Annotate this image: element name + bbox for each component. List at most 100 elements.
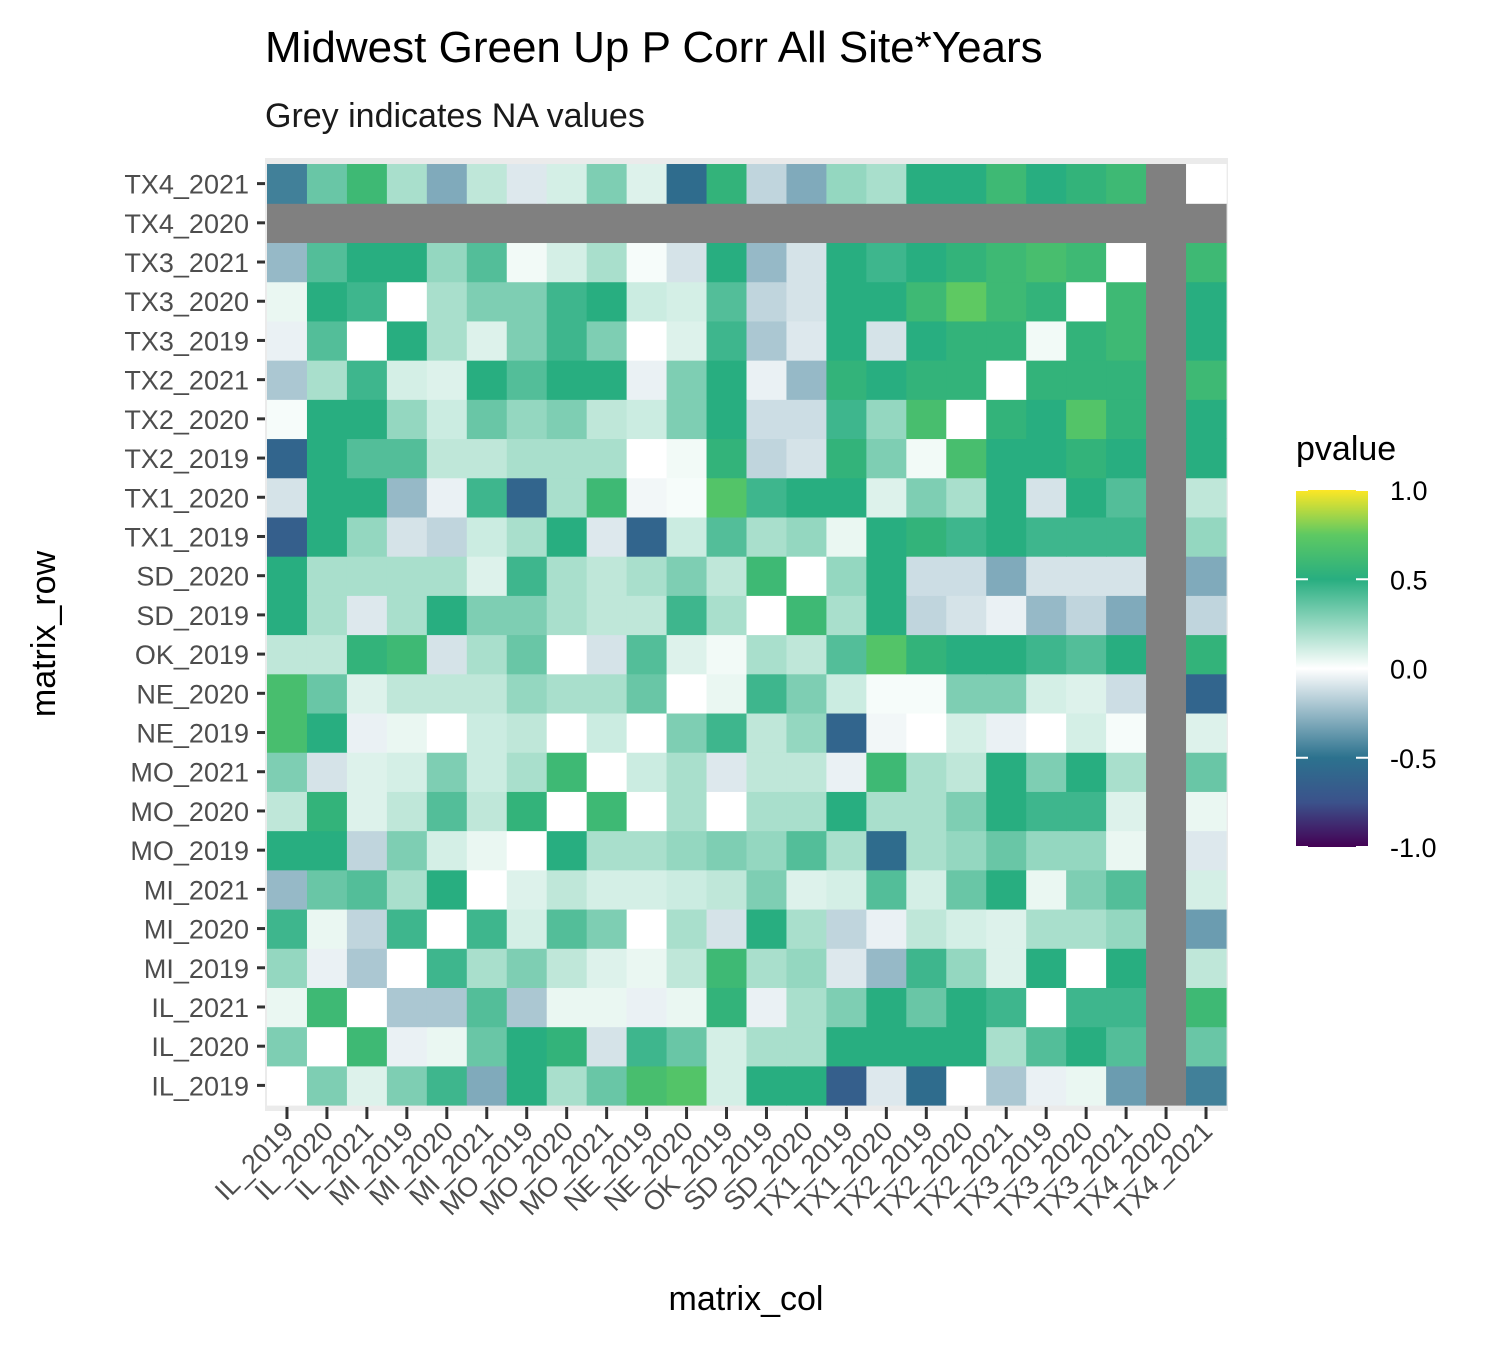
heatmap-cell-IL_2020-TX2_2021 bbox=[986, 1026, 1027, 1067]
heatmap-cell-TX4_2020-TX4_2021 bbox=[1186, 203, 1227, 244]
heatmap-cell-TX2_2019-IL_2019 bbox=[267, 438, 308, 479]
heatmap-cell-MO_2019-NE_2019 bbox=[626, 830, 668, 871]
heatmap-cell-NE_2020-OK_2019 bbox=[706, 673, 748, 714]
heatmap-cell-MO_2021-OK_2019 bbox=[706, 752, 748, 792]
heatmap-cell-IL_2019-TX2_2021 bbox=[986, 1065, 1027, 1106]
heatmap-cell-TX4_2021-TX2_2021 bbox=[986, 164, 1027, 204]
heatmap-cell-NE_2019-SD_2020 bbox=[786, 712, 828, 753]
heatmap-cell-SD_2019-TX1_2019 bbox=[826, 595, 867, 636]
heatmap-cell-MO_2021-MO_2020 bbox=[546, 752, 588, 792]
heatmap-cell-SD_2020-TX4_2020 bbox=[1146, 556, 1187, 596]
chart-title: Midwest Green Up P Corr All Site*Years bbox=[265, 23, 1043, 72]
heatmap-cell-OK_2019-MO_2019 bbox=[506, 634, 548, 675]
heatmap-cell-MO_2019-TX3_2020 bbox=[1066, 830, 1107, 871]
heatmap-cell-TX3_2019-MO_2020 bbox=[546, 320, 588, 361]
heatmap-cell-MO_2019-NE_2020 bbox=[666, 830, 708, 871]
heatmap-cell-TX3_2020-TX1_2019 bbox=[826, 281, 867, 322]
heatmap-cell-TX3_2019-TX4_2020 bbox=[1146, 320, 1187, 361]
heatmap-cell-TX1_2020-SD_2019 bbox=[746, 477, 788, 518]
heatmap-cell-OK_2019-TX4_2021 bbox=[1186, 634, 1227, 675]
heatmap-cell-MI_2021-MI_2021 bbox=[466, 869, 508, 910]
heatmap-cell-TX2_2020-SD_2020 bbox=[786, 399, 828, 440]
heatmap-cell-TX2_2019-TX3_2020 bbox=[1066, 438, 1107, 479]
heatmap-cell-IL_2020-MI_2021 bbox=[466, 1026, 508, 1067]
heatmap-cell-TX3_2021-IL_2021 bbox=[346, 242, 388, 283]
heatmap-cell-MO_2019-MO_2020 bbox=[546, 830, 588, 871]
heatmap-cell-TX1_2019-TX1_2020 bbox=[866, 516, 907, 557]
heatmap-cell-TX1_2019-IL_2019 bbox=[267, 516, 308, 557]
y-tick-label: TX4_2021 bbox=[124, 170, 249, 200]
heatmap-cell-TX3_2020-IL_2020 bbox=[306, 281, 348, 322]
heatmap-cell-IL_2019-MI_2019 bbox=[386, 1065, 428, 1106]
heatmap-cell-TX2_2019-MI_2020 bbox=[426, 438, 468, 479]
heatmap-cell-MO_2020-TX1_2019 bbox=[826, 791, 867, 832]
heatmap-cell-TX1_2019-TX4_2020 bbox=[1146, 516, 1187, 557]
heatmap-cell-NE_2019-MO_2021 bbox=[586, 712, 628, 753]
heatmap-cell-TX1_2020-TX2_2020 bbox=[946, 477, 987, 518]
heatmap-cell-OK_2019-IL_2019 bbox=[267, 634, 308, 675]
heatmap-cell-TX1_2019-MI_2020 bbox=[426, 516, 468, 557]
heatmap-cell-MI_2020-MI_2021 bbox=[466, 908, 508, 949]
heatmap-cell-MI_2020-TX1_2019 bbox=[826, 908, 867, 949]
heatmap-cell-MO_2019-MI_2020 bbox=[426, 830, 468, 871]
heatmap-cell-TX4_2020-TX1_2019 bbox=[826, 203, 867, 244]
heatmap-cell-TX4_2021-IL_2021 bbox=[346, 164, 388, 204]
heatmap-cell-TX4_2020-TX3_2021 bbox=[1106, 203, 1147, 244]
heatmap-cell-NE_2020-IL_2019 bbox=[267, 673, 308, 714]
heatmap-cell-MI_2021-MO_2020 bbox=[546, 869, 588, 910]
heatmap-cell-NE_2019-IL_2020 bbox=[306, 712, 348, 753]
heatmap-cell-NE_2019-OK_2019 bbox=[706, 712, 748, 753]
heatmap-cell-NE_2020-MO_2021 bbox=[586, 673, 628, 714]
color-legend: pvalue 1.0 0.5 0.0 -0.5 -1.0 bbox=[1296, 430, 1437, 863]
heatmap-cell-TX4_2021-TX1_2019 bbox=[826, 164, 867, 204]
y-tick-label: TX4_2020 bbox=[124, 209, 249, 239]
heatmap-cell-TX2_2021-TX1_2019 bbox=[826, 360, 867, 400]
heatmap-cell-TX3_2021-TX4_2020 bbox=[1146, 242, 1187, 283]
heatmap-cell-IL_2021-TX1_2019 bbox=[826, 987, 867, 1028]
heatmap-cell-MI_2020-TX2_2019 bbox=[906, 908, 947, 949]
heatmap-cell-MI_2020-MO_2020 bbox=[546, 908, 588, 949]
heatmap-cell-TX2_2020-TX4_2020 bbox=[1146, 399, 1187, 440]
heatmap-cell-TX2_2021-SD_2020 bbox=[786, 360, 828, 400]
heatmap-cell-NE_2019-IL_2021 bbox=[346, 712, 388, 753]
heatmap-cell-MO_2020-MO_2020 bbox=[546, 791, 588, 832]
heatmap-cell-TX2_2019-SD_2020 bbox=[786, 438, 828, 479]
heatmap-cell-TX3_2021-NE_2019 bbox=[626, 242, 668, 283]
heatmap-cell-TX2_2020-TX2_2020 bbox=[946, 399, 987, 440]
heatmap-cell-NE_2020-MI_2021 bbox=[466, 673, 508, 714]
heatmap-cell-TX2_2020-IL_2020 bbox=[306, 399, 348, 440]
y-tick-label: MI_2019 bbox=[144, 954, 249, 984]
y-tick-label: TX2_2019 bbox=[124, 444, 249, 474]
heatmap-cell-MI_2021-TX2_2021 bbox=[986, 869, 1027, 910]
heatmap-cell-TX4_2020-IL_2019 bbox=[267, 203, 308, 244]
heatmap-cell-IL_2019-IL_2021 bbox=[346, 1065, 388, 1106]
heatmap-cell-NE_2020-TX1_2019 bbox=[826, 673, 867, 714]
heatmap-cell-TX3_2020-TX2_2020 bbox=[946, 281, 987, 322]
heatmap-cell-MO_2020-TX3_2021 bbox=[1106, 791, 1147, 832]
heatmap-cell-TX1_2020-OK_2019 bbox=[706, 477, 748, 518]
heatmap-cell-MO_2019-TX2_2019 bbox=[906, 830, 947, 871]
heatmap-cell-TX3_2019-TX1_2020 bbox=[866, 320, 907, 361]
heatmap-cell-TX3_2021-TX2_2020 bbox=[946, 242, 987, 283]
heatmap-cell-NE_2020-SD_2019 bbox=[746, 673, 788, 714]
heatmap-cell-OK_2019-IL_2021 bbox=[346, 634, 388, 675]
heatmap-cell-MI_2019-NE_2020 bbox=[666, 948, 708, 988]
heatmap-cell-NE_2019-TX2_2020 bbox=[946, 712, 987, 753]
heatmap-cell-TX4_2020-TX3_2019 bbox=[1026, 203, 1067, 244]
heatmap-cell-SD_2019-SD_2020 bbox=[786, 595, 828, 636]
y-tick-label: MI_2020 bbox=[144, 915, 249, 945]
heatmap-cell-MI_2020-OK_2019 bbox=[706, 908, 748, 949]
heatmap-cell-MI_2021-SD_2020 bbox=[786, 869, 828, 910]
legend-title: pvalue bbox=[1296, 430, 1396, 468]
heatmap-cell-TX2_2019-OK_2019 bbox=[706, 438, 748, 479]
heatmap-cell-TX1_2020-MO_2021 bbox=[586, 477, 628, 518]
heatmap-cell-MO_2020-TX2_2019 bbox=[906, 791, 947, 832]
heatmap-cell-TX4_2020-NE_2019 bbox=[626, 203, 668, 244]
heatmap-cell-TX2_2020-OK_2019 bbox=[706, 399, 748, 440]
heatmap-cell-SD_2020-IL_2019 bbox=[267, 556, 308, 596]
heatmap-cell-TX2_2021-MO_2021 bbox=[586, 360, 628, 400]
heatmap-cell-TX3_2021-MO_2019 bbox=[506, 242, 548, 283]
heatmap-cell-NE_2020-SD_2020 bbox=[786, 673, 828, 714]
heatmap-cell-MI_2020-NE_2020 bbox=[666, 908, 708, 949]
heatmap-cell-TX3_2019-MI_2021 bbox=[466, 320, 508, 361]
